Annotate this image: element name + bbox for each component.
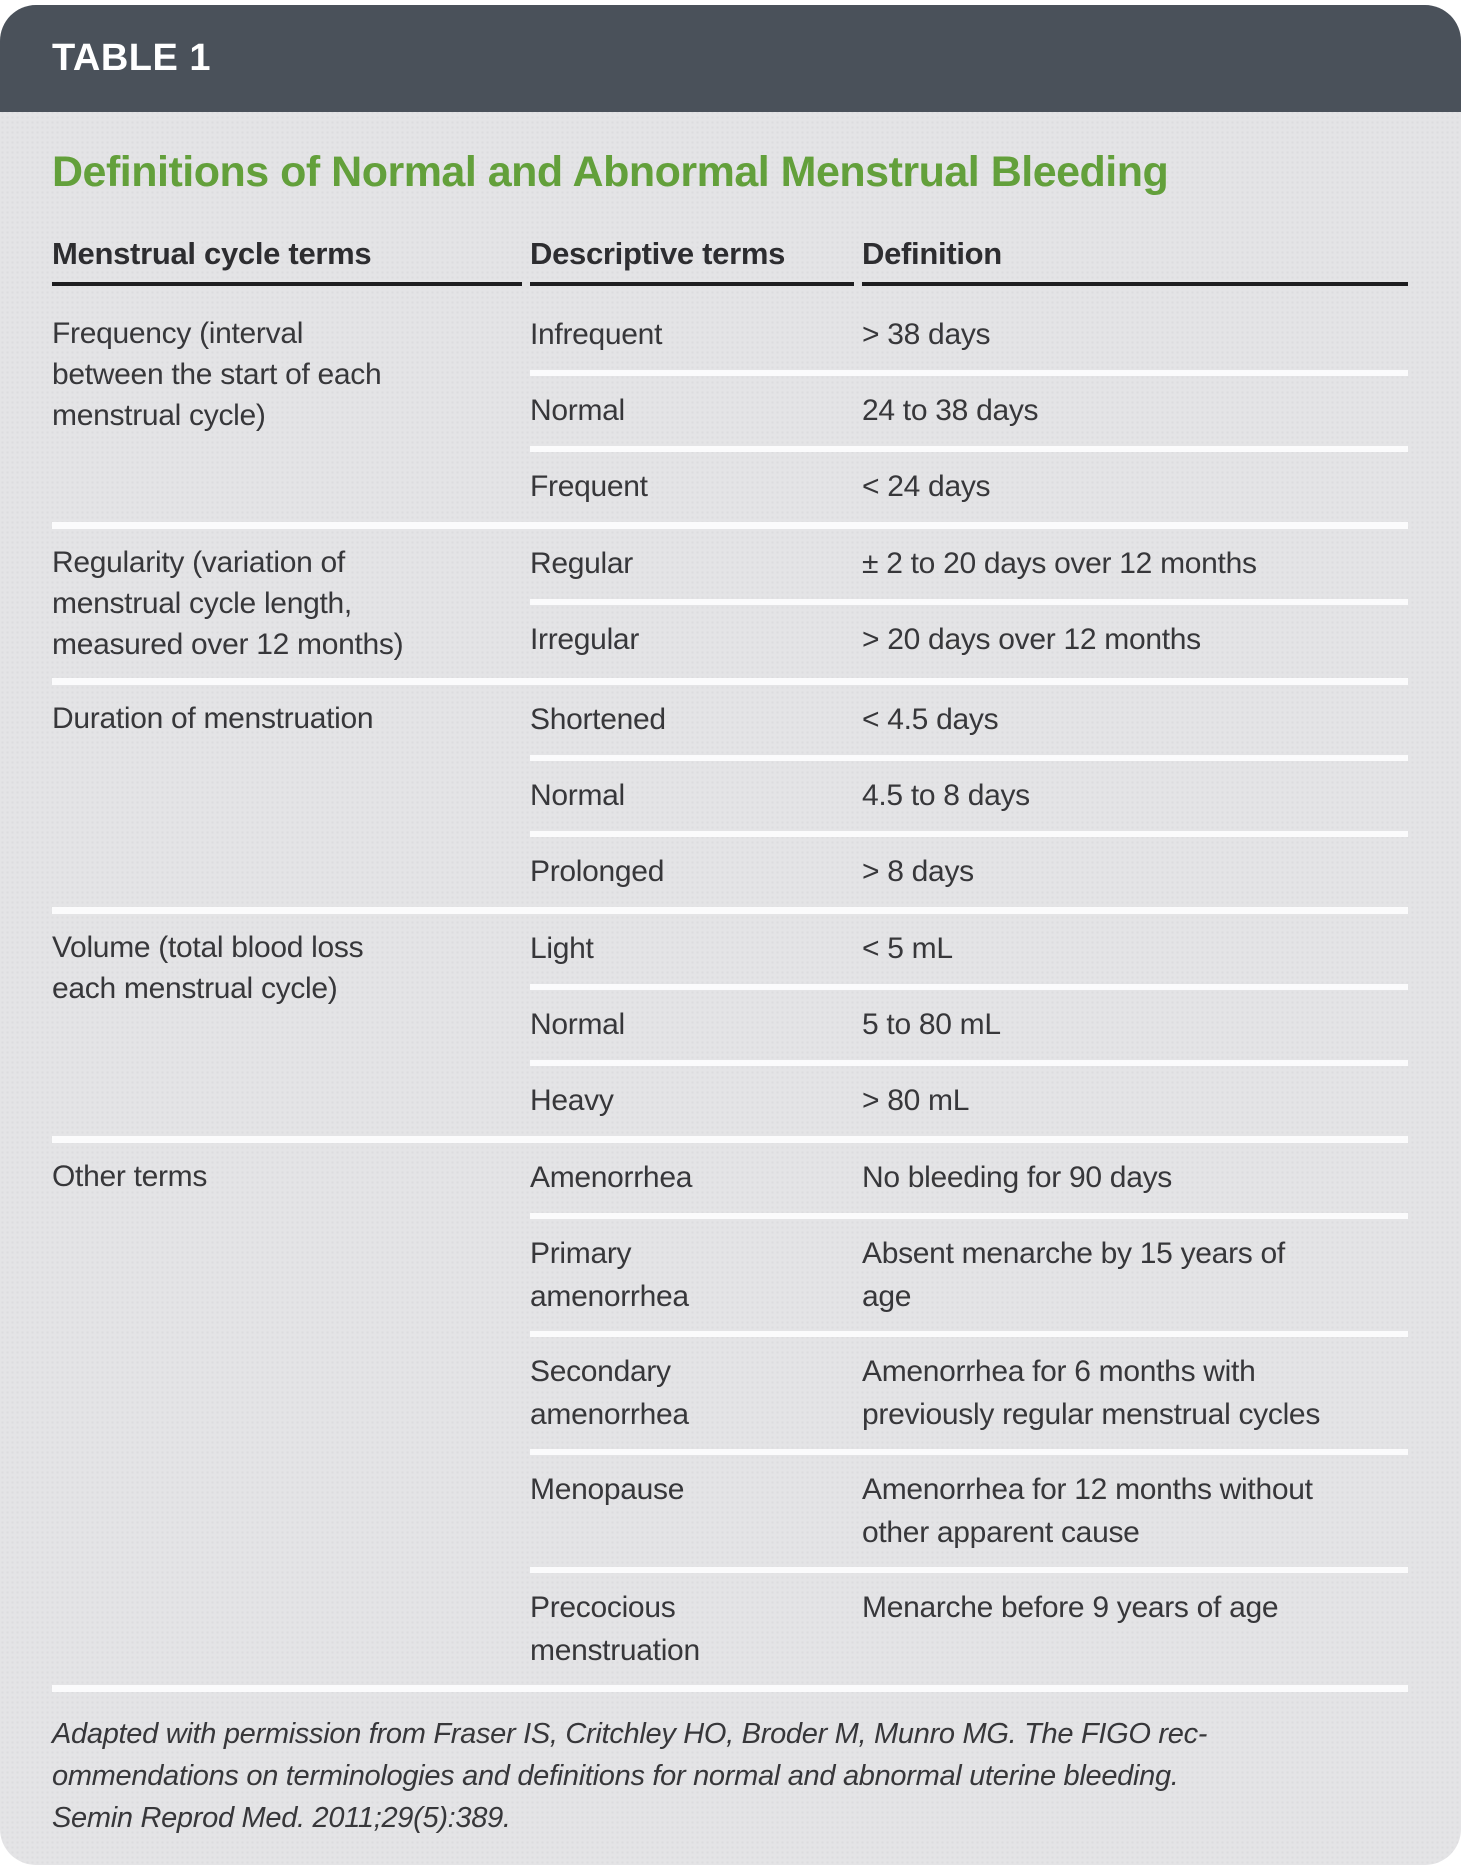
descriptive-term-cell: Light <box>530 932 594 966</box>
definition-cell: ± 2 to 20 days over 12 months <box>862 547 1257 581</box>
group-duration: Duration of menstruation Shortened < 4.5… <box>52 685 1408 907</box>
group-rows: Infrequent > 38 days Normal 24 to 38 day… <box>530 300 1408 522</box>
definition-cell: > 8 days <box>862 855 974 889</box>
definition-cell: Amenorrhea for 12 months without other a… <box>862 1473 1313 1550</box>
table-row: Frequent < 24 days <box>530 452 1408 522</box>
definition-cell: Absent menarche by 15 years of age <box>862 1237 1285 1314</box>
descriptive-term-cell: Infrequent <box>530 318 663 352</box>
table-row: Menopause Amenorrhea for 12 months witho… <box>530 1455 1408 1567</box>
row-separator <box>530 446 1408 453</box>
row-separator <box>530 1449 1408 1456</box>
group-frequency: Frequency (interval between the start of… <box>52 300 1408 522</box>
table-card: TABLE 1 Definitions of Normal and Abnorm… <box>0 5 1461 1865</box>
definition-cell: 24 to 38 days <box>862 394 1039 428</box>
row-separator <box>530 1331 1408 1338</box>
table-row: Irregular > 20 days over 12 months <box>530 605 1408 675</box>
table-row: Normal 5 to 80 mL <box>530 990 1408 1060</box>
group-rows: Regular ± 2 to 20 days over 12 months Ir… <box>530 529 1408 678</box>
group-separator <box>52 907 1408 915</box>
definition-cell: < 24 days <box>862 470 991 504</box>
descriptive-term-cell: Normal <box>530 1008 625 1042</box>
footnote-line: ommendations on terminologies and defini… <box>52 1760 1179 1793</box>
group-term-cell: Other terms <box>52 1160 208 1194</box>
footnote-line: Semin Reprod Med. 2011;29(5):389. <box>52 1802 511 1835</box>
descriptive-term-cell: Irregular <box>530 623 640 657</box>
group-rows: Light < 5 mL Normal 5 to 80 mL Heavy > 8… <box>530 914 1408 1136</box>
descriptive-term-cell: Regular <box>530 547 633 581</box>
group-rows: Shortened < 4.5 days Normal 4.5 to 8 day… <box>530 685 1408 907</box>
descriptive-term-cell: Secondary amenorrhea <box>530 1355 689 1432</box>
descriptive-term-cell: Heavy <box>530 1084 614 1118</box>
table-row: Regular ± 2 to 20 days over 12 months <box>530 529 1408 599</box>
row-separator <box>530 755 1408 762</box>
column-headers-row: Menstrual cycle terms Descriptive terms … <box>52 236 1408 272</box>
group-separator <box>52 678 1408 686</box>
group-separator <box>52 522 1408 530</box>
table-body: Definitions of Normal and Abnormal Menst… <box>0 148 1461 1839</box>
group-regularity: Regularity (variation of menstrual cycle… <box>52 529 1408 678</box>
group-term-cell: Volume (total blood loss each menstrual … <box>52 931 364 1006</box>
header-rule <box>52 282 1408 287</box>
header-rule-segment <box>52 282 522 287</box>
descriptive-term-cell: Amenorrhea <box>530 1161 693 1195</box>
footnote: Adapted with permission from Fraser IS, … <box>52 1713 1408 1839</box>
column-header-definition: Definition <box>862 236 1002 272</box>
header-rule-segment <box>530 282 854 287</box>
descriptive-term-cell: Primary amenorrhea <box>530 1237 689 1314</box>
group-other-terms: Other terms Amenorrhea No bleeding for 9… <box>52 1143 1408 1685</box>
table-row: Heavy > 80 mL <box>530 1066 1408 1136</box>
row-separator <box>530 831 1408 838</box>
table-row: Precocious menstruation Menarche before … <box>530 1573 1408 1685</box>
table-row: Infrequent > 38 days <box>530 300 1408 370</box>
definition-cell: Amenorrhea for 6 months with previously … <box>862 1355 1321 1432</box>
descriptive-term-cell: Precocious menstruation <box>530 1591 700 1668</box>
definition-cell: < 5 mL <box>862 932 953 966</box>
footnote-line: Adapted with permission from Fraser IS, … <box>52 1718 1208 1751</box>
row-separator <box>530 1567 1408 1574</box>
column-header-descriptive-terms: Descriptive terms <box>530 236 786 272</box>
group-term-cell: Regularity (variation of menstrual cycle… <box>52 546 404 662</box>
definition-cell: > 20 days over 12 months <box>862 623 1201 657</box>
column-header-menstrual-cycle-terms: Menstrual cycle terms <box>52 236 372 272</box>
header-rule-segment <box>862 282 1408 287</box>
descriptive-term-cell: Frequent <box>530 470 648 504</box>
group-term-cell: Duration of menstruation <box>52 702 374 736</box>
descriptive-term-cell: Menopause <box>530 1473 685 1507</box>
table-row: Amenorrhea No bleeding for 90 days <box>530 1143 1408 1213</box>
descriptive-term-cell: Shortened <box>530 703 666 737</box>
definition-cell: Menarche before 9 years of age <box>862 1591 1279 1625</box>
descriptive-term-cell: Prolonged <box>530 855 665 889</box>
table-row: Secondary amenorrhea Amenorrhea for 6 mo… <box>530 1337 1408 1449</box>
group-term-cell: Frequency (interval between the start of… <box>52 317 382 433</box>
row-separator <box>530 1213 1408 1220</box>
table-row: Light < 5 mL <box>530 914 1408 984</box>
table-header-bar: TABLE 1 <box>0 5 1461 112</box>
descriptive-term-cell: Normal <box>530 394 625 428</box>
group-volume: Volume (total blood loss each menstrual … <box>52 914 1408 1136</box>
row-separator <box>530 370 1408 377</box>
table-number-label: TABLE 1 <box>52 37 212 79</box>
definition-cell: > 80 mL <box>862 1084 970 1118</box>
group-separator <box>52 1136 1408 1144</box>
definition-cell: > 38 days <box>862 318 991 352</box>
definition-cell: 5 to 80 mL <box>862 1008 1001 1042</box>
table-row: Prolonged > 8 days <box>530 837 1408 907</box>
table-row: Normal 24 to 38 days <box>530 376 1408 446</box>
table-row: Primary amenorrhea Absent menarche by 15… <box>530 1219 1408 1331</box>
row-separator <box>530 599 1408 606</box>
definitions-table: Frequency (interval between the start of… <box>52 300 1408 1685</box>
definition-cell: 4.5 to 8 days <box>862 779 1030 813</box>
definition-cell: < 4.5 days <box>862 703 999 737</box>
definition-cell: No bleeding for 90 days <box>862 1161 1172 1195</box>
row-separator <box>530 984 1408 991</box>
descriptive-term-cell: Normal <box>530 779 625 813</box>
table-title: Definitions of Normal and Abnormal Menst… <box>52 148 1169 196</box>
table-row: Shortened < 4.5 days <box>530 685 1408 755</box>
group-rows: Amenorrhea No bleeding for 90 days Prima… <box>530 1143 1408 1685</box>
table-end-rule <box>52 1685 1408 1693</box>
table-row: Normal 4.5 to 8 days <box>530 761 1408 831</box>
row-separator <box>530 1060 1408 1067</box>
